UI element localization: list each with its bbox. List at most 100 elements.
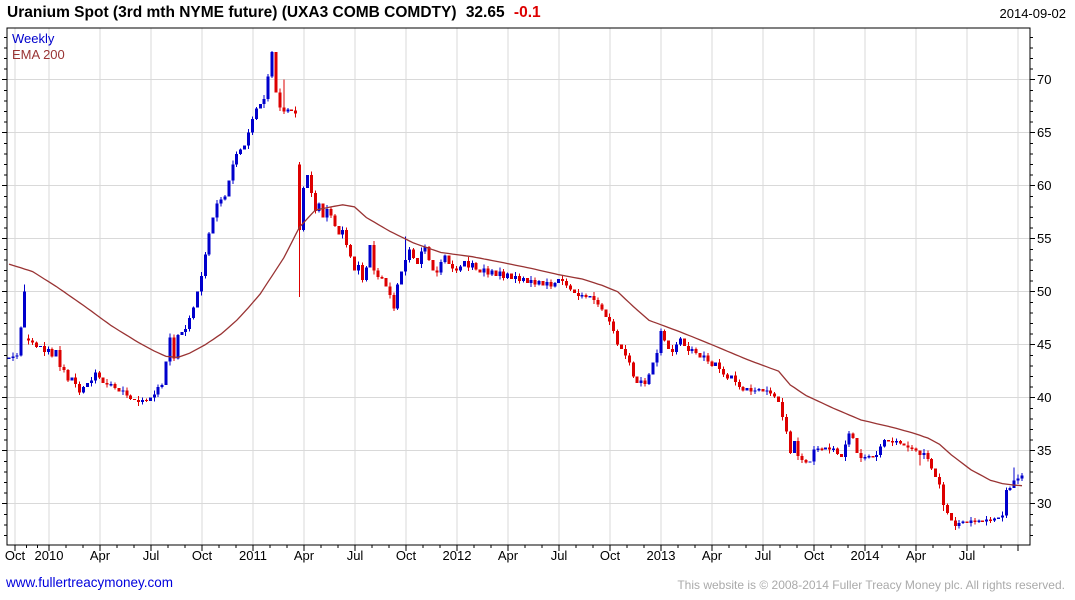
candle-body bbox=[353, 256, 357, 271]
candle-body bbox=[729, 375, 733, 379]
candle-body bbox=[309, 175, 313, 194]
candle-body bbox=[168, 337, 172, 362]
candle-body bbox=[86, 382, 90, 388]
candle-body bbox=[541, 281, 545, 286]
candle-body bbox=[883, 440, 887, 447]
candle-body bbox=[773, 393, 777, 397]
candle-body bbox=[576, 292, 580, 296]
candle-body bbox=[835, 448, 839, 454]
candle-body bbox=[360, 265, 364, 281]
y-axis-label: 60 bbox=[1037, 177, 1052, 193]
candle-body bbox=[254, 108, 258, 119]
candle-body bbox=[761, 389, 765, 392]
candle-body bbox=[608, 317, 612, 322]
candle-body bbox=[859, 452, 863, 459]
candle-body bbox=[419, 251, 423, 265]
candle-body bbox=[109, 383, 113, 386]
candle-body bbox=[871, 455, 875, 458]
candle-body bbox=[733, 375, 737, 382]
candle-body bbox=[50, 348, 54, 357]
candle-body bbox=[247, 132, 251, 146]
candle-body bbox=[223, 196, 227, 200]
candle-body bbox=[129, 395, 133, 399]
candle-body bbox=[207, 233, 211, 255]
plot-border bbox=[6, 27, 1031, 546]
candle-body bbox=[565, 281, 569, 286]
candle-body bbox=[199, 275, 203, 292]
candle-body bbox=[922, 452, 926, 455]
candle-body bbox=[667, 340, 671, 349]
candle-body bbox=[769, 390, 773, 394]
candle-body bbox=[839, 453, 843, 458]
x-axis-label: 2010 bbox=[34, 548, 64, 563]
candle-body bbox=[749, 388, 753, 392]
candle-body bbox=[388, 286, 392, 295]
candle-body bbox=[718, 362, 722, 370]
candle-body bbox=[847, 433, 851, 445]
x-axis-label: Jul bbox=[754, 548, 772, 563]
candle-body bbox=[796, 441, 800, 456]
candle-body bbox=[415, 257, 419, 265]
candle-body bbox=[482, 268, 486, 273]
candle-body bbox=[961, 521, 965, 524]
candle-body bbox=[985, 519, 989, 522]
candle-body bbox=[78, 383, 82, 393]
candle-body bbox=[757, 389, 761, 391]
candle-body bbox=[663, 330, 667, 341]
candle-body bbox=[753, 390, 757, 392]
candle-body bbox=[27, 338, 31, 341]
candle-body bbox=[655, 353, 659, 363]
candle-body bbox=[117, 388, 121, 392]
candle-body bbox=[459, 266, 463, 271]
y-axis-label: 35 bbox=[1037, 442, 1052, 458]
candle-body bbox=[572, 289, 576, 293]
y-axis-label: 70 bbox=[1037, 71, 1052, 87]
candle-body bbox=[977, 520, 981, 523]
candle-body bbox=[470, 263, 474, 268]
ema-200-line bbox=[8, 204, 1023, 487]
x-axis-label: 2012 bbox=[442, 548, 472, 563]
candle-body bbox=[431, 259, 435, 271]
x-axis-label: Jul bbox=[550, 548, 568, 563]
y-axis-label: 30 bbox=[1037, 495, 1052, 511]
candle-body bbox=[506, 273, 510, 278]
candle-body bbox=[404, 259, 408, 272]
x-axis-label: Apr bbox=[701, 548, 723, 563]
candle-body bbox=[180, 331, 184, 336]
candle-body bbox=[545, 282, 549, 286]
candle-body bbox=[969, 520, 973, 523]
candle-body bbox=[722, 369, 726, 375]
candle-body bbox=[592, 295, 596, 301]
candle-body bbox=[682, 338, 686, 346]
candle-body bbox=[674, 344, 678, 353]
candle-body bbox=[996, 517, 1000, 519]
candle-body bbox=[231, 164, 235, 181]
candle-body bbox=[671, 348, 675, 353]
candle-body bbox=[568, 285, 572, 290]
x-axis-label: 2014 bbox=[850, 548, 880, 563]
candle-body bbox=[926, 452, 930, 460]
candle-body bbox=[262, 98, 266, 105]
candle-body bbox=[34, 342, 38, 347]
candle-body bbox=[243, 145, 247, 150]
candle-body bbox=[368, 245, 372, 268]
candle-body bbox=[46, 348, 50, 353]
candle-body bbox=[1016, 478, 1020, 481]
candle-body bbox=[317, 203, 321, 212]
footer-link[interactable]: www.fullertreacymoney.com bbox=[6, 575, 174, 590]
candle-body bbox=[227, 180, 231, 197]
candle-body bbox=[239, 149, 243, 154]
candle-body bbox=[765, 390, 769, 392]
candle-body bbox=[639, 380, 643, 383]
candle-body bbox=[305, 175, 309, 188]
candle-body bbox=[906, 445, 910, 448]
candle-body bbox=[400, 271, 404, 285]
candle-body bbox=[380, 276, 384, 279]
y-axis-label: 65 bbox=[1037, 124, 1052, 140]
x-axis-label: Jul bbox=[142, 548, 160, 563]
candle-body bbox=[517, 275, 521, 282]
candle-body bbox=[1012, 480, 1016, 488]
candle-body bbox=[105, 382, 109, 385]
candle-body bbox=[651, 362, 655, 375]
candle-body bbox=[258, 104, 262, 109]
